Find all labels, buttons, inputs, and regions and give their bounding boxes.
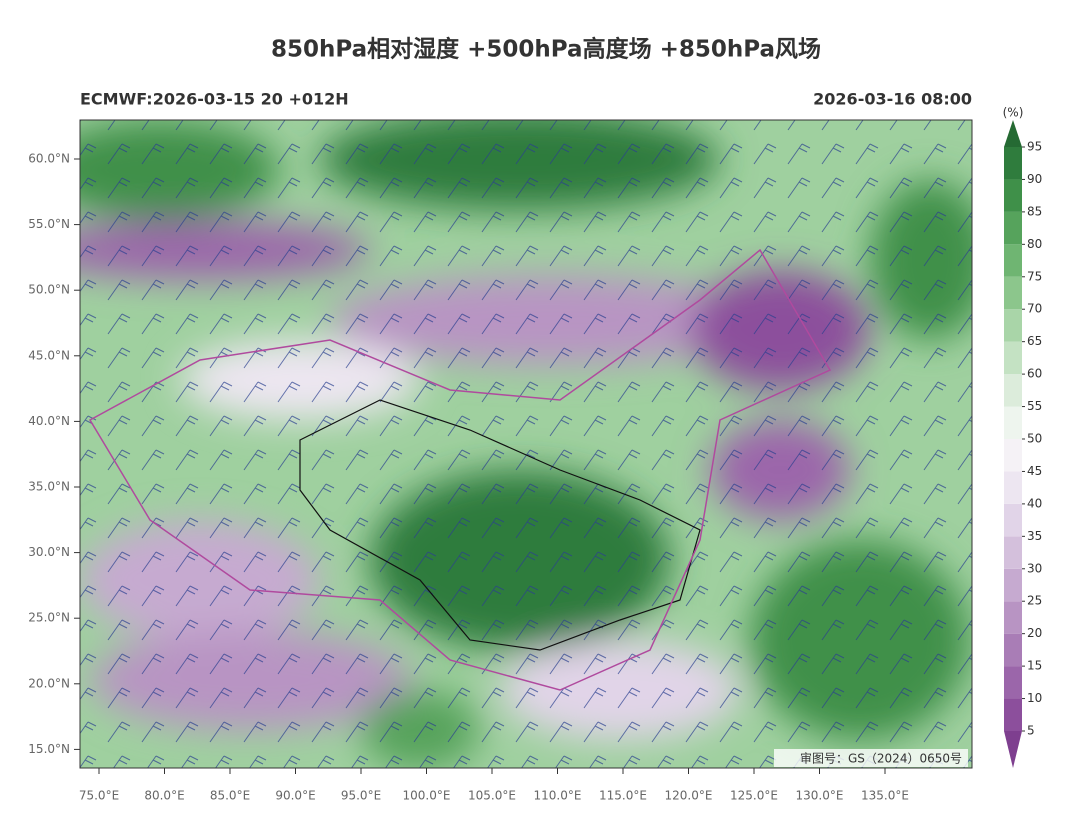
colorbar-segment: [1004, 439, 1022, 472]
lat-label: 60.0°N: [28, 152, 70, 166]
colorbar-low: [1004, 731, 1022, 768]
lon-label: 100.0°E: [403, 789, 451, 803]
title: 850hPa相对湿度 +500hPa高度场 +850hPa风场: [271, 36, 821, 63]
colorbar-label: 20: [1027, 626, 1042, 640]
colorbar-segment: [1004, 147, 1022, 180]
colorbar-segment: [1004, 309, 1022, 342]
colorbar-label: 75: [1027, 269, 1042, 283]
lon-label: 130.0°E: [796, 789, 844, 803]
lon-label: 85.0°E: [210, 789, 250, 803]
colorbar-unit: (%): [1003, 106, 1024, 120]
colorbar-label: 55: [1027, 399, 1042, 413]
colorbar-high: [1004, 120, 1022, 147]
colorbar-segment: [1004, 601, 1022, 634]
run-label: ECMWF:2026-03-15 20 +012H: [80, 90, 349, 109]
watermark: 审图号：GS（2024）0650号: [800, 751, 962, 766]
colorbar-label: 80: [1027, 237, 1042, 251]
colorbar-segment: [1004, 406, 1022, 439]
colorbar-label: 60: [1027, 367, 1042, 381]
colorbar-label: 45: [1027, 464, 1042, 478]
colorbar-label: 15: [1027, 659, 1042, 673]
watermark-bg: [774, 749, 968, 767]
map-frame: [79, 119, 973, 769]
colorbar-segment: [1004, 633, 1022, 667]
colorbar-segment: [1004, 503, 1022, 537]
lon-label: 80.0°E: [144, 789, 184, 803]
lon-label: 125.0°E: [730, 789, 778, 803]
valid-time: 2026-03-16 08:00: [813, 90, 972, 109]
lon-label: 110.0°E: [534, 789, 582, 803]
colorbar-label: 5: [1027, 724, 1035, 738]
colorbar-label: 10: [1027, 691, 1042, 705]
lat-label: 20.0°N: [28, 676, 70, 690]
lon-label: 115.0°E: [599, 789, 647, 803]
lat-label: 30.0°N: [28, 545, 70, 559]
lon-label: 75.0°E: [79, 789, 119, 803]
colorbar-segment: [1004, 536, 1022, 569]
colorbar-label: 85: [1027, 204, 1042, 218]
lat-label: 45.0°N: [28, 348, 70, 362]
colorbar-label: 50: [1027, 432, 1042, 446]
colorbar-label: 90: [1027, 172, 1042, 186]
colorbar-segment: [1004, 698, 1022, 731]
lon-label: 135.0°E: [861, 789, 909, 803]
lon-label: 95.0°E: [341, 789, 381, 803]
colorbar-segment: [1004, 374, 1022, 407]
colorbar-label: 95: [1027, 140, 1042, 154]
colorbar-segment: [1004, 211, 1022, 245]
colorbar-segment: [1004, 276, 1022, 310]
lat-label: 40.0°N: [28, 414, 70, 428]
lat-label: 25.0°N: [28, 611, 70, 625]
lon-label: 120.0°E: [665, 789, 713, 803]
lat-label: 55.0°N: [28, 217, 70, 231]
colorbar-label: 30: [1027, 561, 1042, 575]
colorbar-label: 65: [1027, 334, 1042, 348]
colorbar-label: 70: [1027, 302, 1042, 316]
colorbar-label: 25: [1027, 594, 1042, 608]
colorbar-segment: [1004, 666, 1022, 699]
colorbar-segment: [1004, 568, 1022, 602]
colorbar-label: 35: [1027, 529, 1042, 543]
colorbar-segment: [1004, 244, 1022, 277]
lat-label: 50.0°N: [28, 283, 70, 297]
colorbar-segment: [1004, 179, 1022, 212]
lat-label: 35.0°N: [28, 480, 70, 494]
colorbar-label: 40: [1027, 496, 1042, 510]
lat-label: 15.0°N: [28, 742, 70, 756]
colorbar-segment: [1004, 471, 1022, 504]
map-field: [80, 120, 972, 768]
lon-label: 90.0°E: [275, 789, 315, 803]
lon-label: 105.0°E: [468, 789, 516, 803]
colorbar-segment: [1004, 341, 1022, 375]
